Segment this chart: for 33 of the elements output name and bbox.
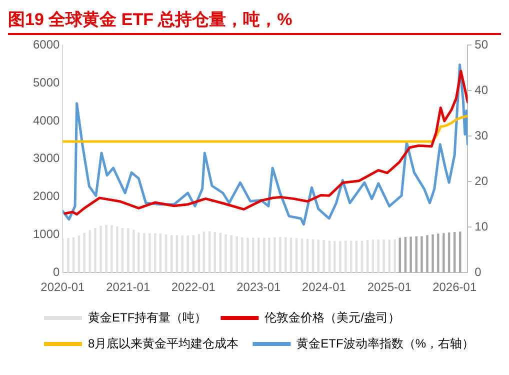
legend-label: 黄金ETF持有量（吨）	[88, 310, 207, 324]
x-tick-label: 2020-01	[40, 280, 86, 294]
legend-label: 8月底以来黄金平均建仓成本	[88, 336, 239, 350]
bar	[459, 232, 462, 273]
y-tick-label: 6000	[32, 38, 60, 52]
bar	[432, 234, 434, 273]
x-tick-label: 2024-01	[302, 280, 346, 294]
y2-tick-label: 40	[474, 82, 488, 97]
bar	[410, 236, 412, 273]
y-tick-label: 1000	[32, 227, 60, 242]
y-tick-label: 5000	[32, 75, 60, 90]
y2-tick-label: 30	[474, 128, 488, 142]
y2-tick-label: 50	[474, 38, 488, 52]
chart-title: 图19 全球黄金 ETF 总持仓量，吨，%	[8, 8, 501, 35]
x-tick-label: 2025-01	[367, 280, 412, 294]
x-tick-label: 2026-01	[432, 280, 477, 294]
x-tick-label: 2023-01	[236, 280, 281, 294]
y2-tick-label: 0	[474, 264, 482, 279]
y-tick-label: 4000	[32, 113, 60, 128]
bar	[437, 234, 440, 273]
y2-tick-label: 20	[474, 174, 488, 188]
y-tick-label: 2000	[32, 189, 60, 204]
x-tick-label: 2022-01	[171, 280, 216, 294]
bar	[415, 236, 418, 273]
y-tick-label: 0	[53, 264, 60, 279]
y-tick-label: 3000	[32, 151, 60, 166]
bar	[426, 235, 428, 273]
bar	[442, 233, 445, 273]
y2-tick-label: 10	[474, 219, 488, 234]
legend-label: 黄金ETF波动率指数（%，右轴）	[296, 336, 474, 350]
legend-label: 伦敦金价格（美元/盎司）	[264, 310, 400, 324]
bar	[420, 236, 423, 273]
x-tick-label: 2021-01	[106, 280, 150, 294]
